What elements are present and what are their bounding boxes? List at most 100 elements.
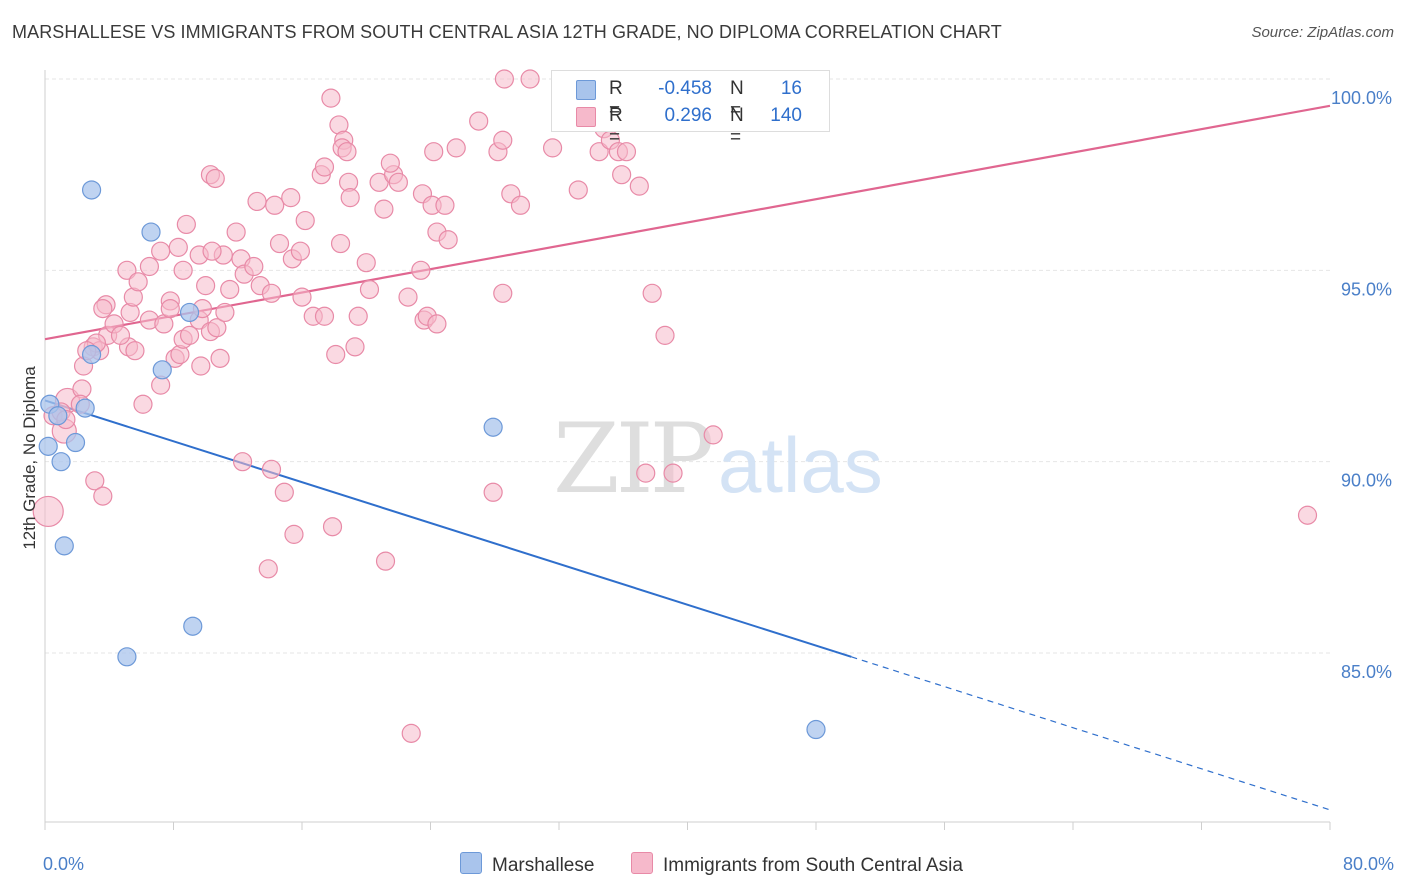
point-immigrants [215,302,235,323]
point-immigrants [520,69,540,89]
point-immigrants [202,241,222,261]
legend-r-label: R = [609,78,623,121]
point-marshallese [152,360,172,380]
point-immigrants [340,188,360,208]
point-immigrants [220,279,240,300]
point-immigrants [348,306,368,326]
point-immigrants [247,191,267,212]
legend-n-label: N = [730,78,744,121]
point-marshallese [183,616,203,636]
legend-r-value: -0.458 [658,78,712,99]
point-immigrants [493,283,513,303]
point-immigrants [326,344,346,365]
legend-swatch-pink [576,107,596,127]
point-immigrants [295,210,315,231]
watermark: ZIP atlas [553,403,883,515]
point-immigrants [160,299,180,319]
legend-n-label: N = [730,105,744,148]
point-immigrants [232,452,253,472]
legend-n-value: 140 [770,105,802,126]
point-immigrants [269,233,290,254]
point-immigrants [261,283,282,303]
series-legend-immigrants: Immigrants from South Central Asia [631,852,963,877]
point-marshallese [81,180,102,200]
point-immigrants [258,559,278,579]
point-immigrants [93,486,113,506]
point-immigrants [210,348,230,368]
point-immigrants [151,241,171,261]
y-tick-label: 95.0% [1341,279,1392,299]
point-immigrants [314,306,335,326]
chart-title: MARSHALLESE VS IMMIGRANTS FROM SOUTH CEN… [12,22,1002,42]
correlation-legend: R = -0.458 N = 16 R = 0.296 N = 140 [551,70,830,148]
point-immigrants [446,138,466,158]
y-tick-label: 85.0% [1341,662,1392,682]
point-marshallese [38,436,58,456]
point-immigrants [226,222,246,242]
point-marshallese [81,344,102,365]
point-immigrants [703,425,723,445]
point-immigrants [411,260,431,280]
legend-swatch-pink [631,852,653,874]
point-immigrants [510,195,531,215]
point-immigrants [330,233,351,254]
y-tick-label: 90.0% [1341,471,1392,491]
point-immigrants [322,517,343,537]
point-immigrants [469,111,489,131]
point-immigrants [337,142,357,162]
legend-r-value: 0.296 [664,105,712,126]
legend-series-label: Immigrants from South Central Asia [663,855,963,876]
legend-series-label: Marshallese [492,855,595,876]
trend-line-marshallese [44,399,852,658]
point-immigrants [663,463,683,483]
point-immigrants [375,551,396,571]
point-immigrants [292,287,312,307]
point-marshallese [48,406,68,426]
legend-swatch-blue [576,80,596,100]
y-tick-label: 100.0% [1331,88,1392,108]
point-immigrants [191,356,211,376]
point-immigrants [139,256,160,277]
point-immigrants [321,88,341,108]
point-immigrants [261,459,282,479]
trend-line-marshallese-extrapolated [851,656,1331,811]
point-immigrants [388,172,408,192]
point-immigrants [125,341,145,361]
point-marshallese [117,647,137,667]
point-immigrants [117,260,137,280]
point-immigrants [345,337,365,357]
point-immigrants [401,723,421,743]
point-immigrants [568,180,588,200]
legend-swatch-blue [460,852,482,874]
y-axis-title: 12th Grade, No Diploma [20,366,39,550]
point-marshallese [141,222,161,242]
point-immigrants [589,142,609,162]
tick-labels: 85.0% 90.0% 95.0% 100.0% 0.0% 80.0% [43,88,1394,874]
data-points [32,69,1318,743]
point-marshallese [54,536,74,556]
point-marshallese [483,417,503,437]
point-immigrants [281,188,301,208]
legend-n-value: 16 [780,78,802,99]
series-legend-marshallese: Marshallese [460,852,594,877]
point-immigrants [205,168,225,189]
point-immigrants [173,260,193,280]
watermark-zip: ZIP [553,403,712,515]
point-immigrants [616,142,637,162]
point-immigrants [374,199,394,219]
point-marshallese [75,398,95,418]
point-immigrants [196,276,216,296]
point-marshallese [65,432,86,453]
point-immigrants [93,299,113,319]
trend-line-immigrants [44,104,1331,341]
point-immigrants [636,463,656,483]
point-immigrants [438,230,458,250]
point-immigrants [380,153,400,173]
gridlines [45,78,1330,654]
point-immigrants [424,142,444,162]
point-immigrants [244,256,264,277]
point-immigrants [284,524,304,544]
point-immigrants [642,283,662,303]
trend-lines [44,104,1331,811]
